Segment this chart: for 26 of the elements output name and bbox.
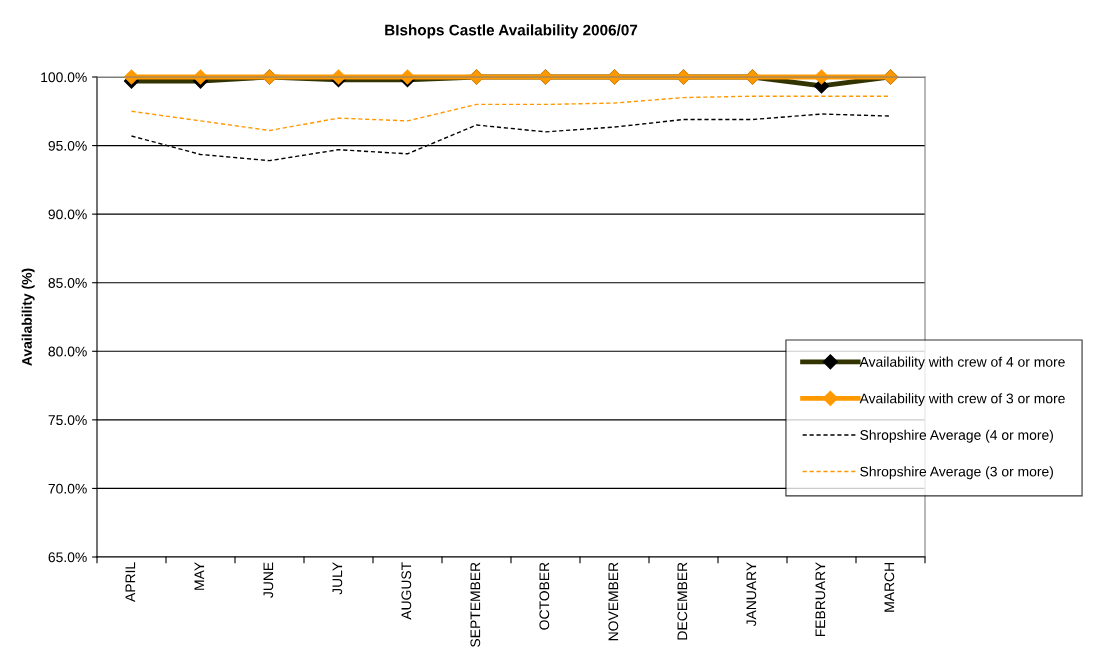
x-tick-label: OCTOBER — [539, 562, 550, 630]
x-tick-label: FEBRUARY — [815, 562, 826, 637]
y-tick-label: 85.0% — [48, 278, 87, 288]
x-tick-label: AUGUST — [401, 562, 412, 620]
y-tick-label: 70.0% — [48, 483, 87, 494]
legend-label: Shropshire Average (4 or more) — [860, 429, 1053, 443]
legend-label: Shropshire Average (3 or more) — [860, 466, 1053, 480]
x-tick-label: JUNE — [263, 562, 274, 598]
y-tick-label: 100.0% — [41, 72, 87, 83]
legend-label: Availability with crew of 4 or more — [859, 356, 1065, 370]
x-tick-label: MARCH — [884, 562, 895, 612]
y-tick-label: 90.0% — [48, 209, 87, 220]
x-tick-label: DECEMBER — [677, 562, 688, 640]
y-tick-label: 95.0% — [48, 140, 87, 151]
chart-title: BIshops Castle Availability 2006/07 — [385, 24, 638, 39]
y-axis-title: Availability (%) — [21, 268, 35, 366]
x-tick-label: NOVEMBER — [608, 562, 619, 641]
x-tick-label: SEPTEMBER — [470, 562, 481, 647]
x-tick-label: JANUARY — [746, 562, 757, 627]
y-tick-label: 80.0% — [48, 346, 87, 357]
x-tick-label: JULY — [332, 562, 343, 595]
y-tick-label: 75.0% — [48, 415, 87, 426]
x-tick-label: MAY — [194, 562, 205, 590]
legend-label: Availability with crew of 3 or more — [859, 393, 1065, 407]
x-tick-label: APRIL — [125, 562, 136, 602]
y-tick-label: 65.0% — [48, 552, 87, 563]
